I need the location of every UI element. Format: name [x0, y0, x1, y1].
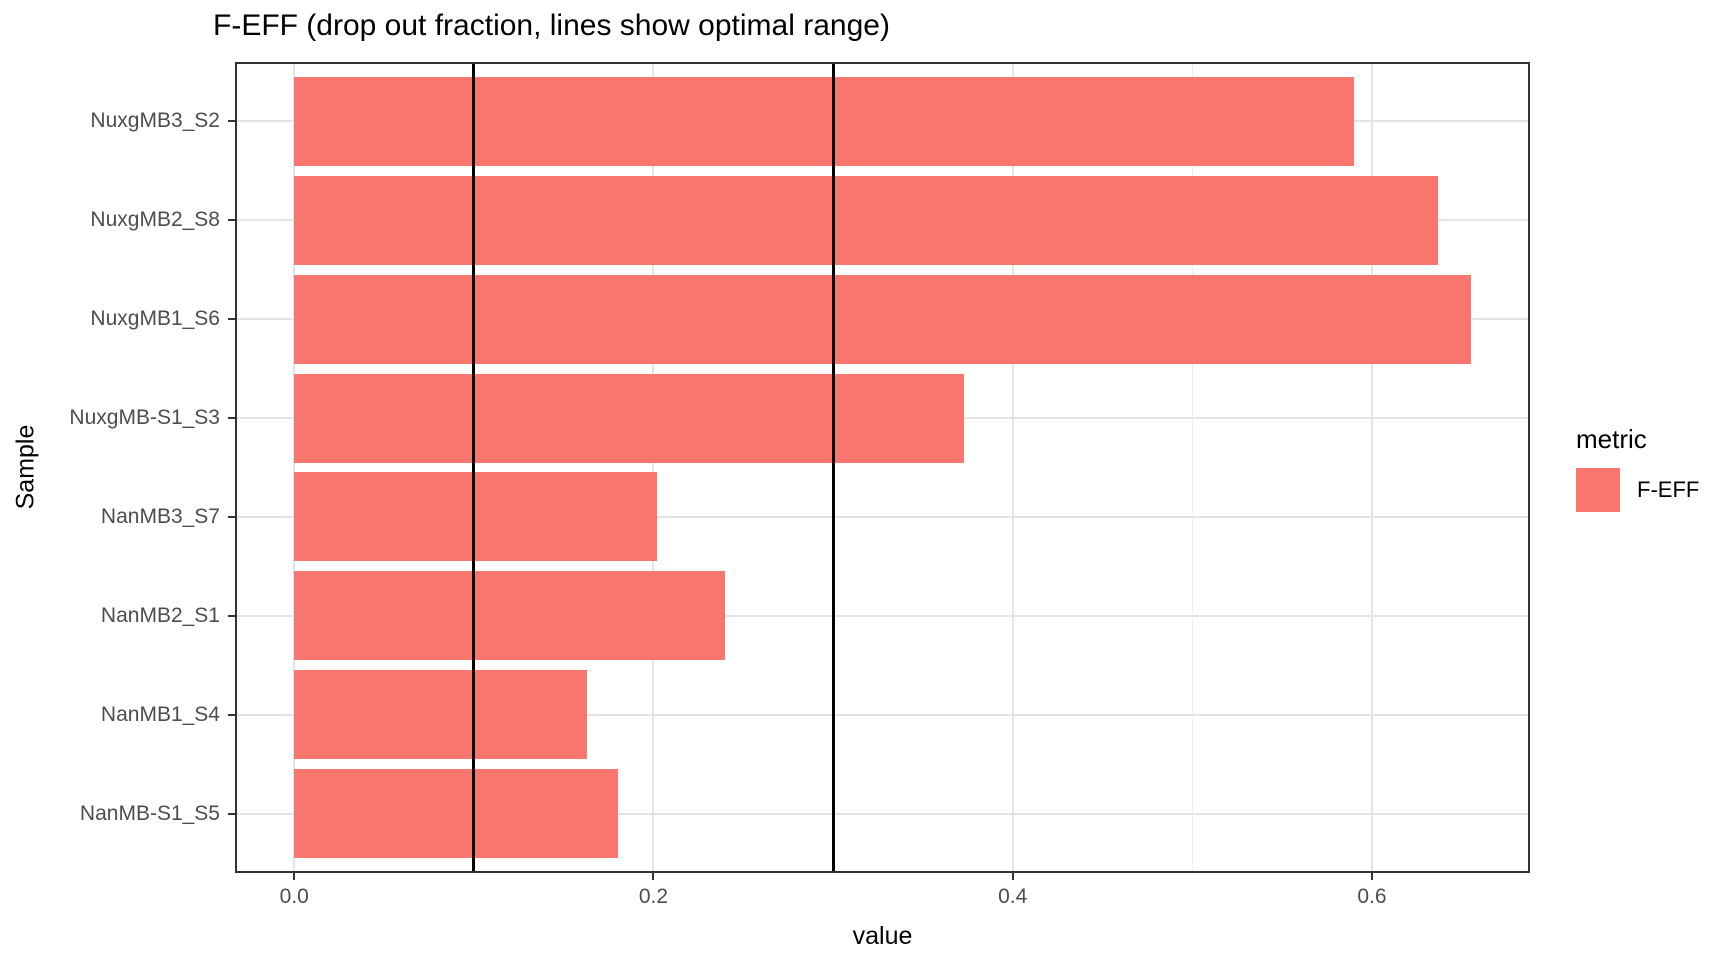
y-tick-label: NanMB3_S7: [100, 504, 220, 528]
x-tick-label: 0.0: [279, 885, 309, 908]
legend-key-swatch: [1576, 468, 1620, 512]
chart-panel: [235, 62, 1530, 873]
y-tick-label: NuxgMB1_S6: [90, 307, 220, 331]
y-tick-label: NanMB2_S1: [100, 603, 220, 627]
x-tick-label: 0.2: [638, 885, 669, 908]
bar: [294, 472, 658, 562]
y-axis-tick: [228, 120, 235, 123]
y-major-gridline: [235, 713, 1530, 716]
y-axis-title: Sample: [11, 424, 40, 510]
y-axis-tick: [228, 219, 235, 222]
y-major-gridline: [235, 515, 1530, 518]
bar: [294, 274, 1471, 364]
y-tick-label: NanMB-S1_S5: [79, 801, 220, 825]
y-axis-tick: [228, 417, 235, 420]
x-major-gridline: [1370, 62, 1373, 873]
legend-entry-label: F-EFF: [1637, 477, 1700, 502]
chart-title: F-EFF (drop out fraction, lines show opt…: [213, 9, 890, 42]
y-tick-label: NuxgMB2_S8: [90, 208, 220, 232]
y-tick-label: NuxgMB-S1_S3: [69, 406, 220, 430]
optimal-range-line: [472, 62, 476, 873]
bar: [294, 670, 588, 760]
y-axis-tick: [228, 318, 235, 321]
y-axis-tick: [228, 614, 235, 617]
x-tick-label: 0.4: [998, 885, 1028, 908]
x-axis-tick: [652, 873, 655, 880]
x-minor-gridline: [1191, 62, 1194, 873]
x-axis-tick: [1370, 873, 1373, 880]
y-major-gridline: [235, 812, 1530, 815]
legend: metric F-EFF: [1576, 424, 1699, 512]
x-tick-label: 0.6: [1357, 885, 1387, 908]
x-axis-tick: [1011, 873, 1014, 880]
x-major-gridline: [293, 62, 296, 873]
y-axis-tick: [228, 713, 235, 716]
legend-entry: F-EFF: [1576, 468, 1699, 512]
legend-title: metric: [1576, 424, 1647, 454]
x-axis-tick: [293, 873, 296, 880]
x-axis-title: value: [852, 922, 913, 950]
y-axis-tick: [228, 515, 235, 518]
y-tick-label: NanMB1_S4: [100, 702, 220, 726]
x-major-gridline: [1011, 62, 1014, 873]
bar: [294, 769, 618, 859]
bar: [294, 571, 726, 661]
bar: [294, 373, 965, 463]
bar: [294, 175, 1439, 265]
y-tick-label: NuxgMB3_S2: [90, 109, 220, 133]
y-major-gridline: [235, 614, 1530, 617]
y-axis-tick: [228, 812, 235, 815]
bar: [294, 76, 1354, 166]
x-major-gridline: [652, 62, 655, 873]
optimal-range-line: [831, 62, 835, 873]
